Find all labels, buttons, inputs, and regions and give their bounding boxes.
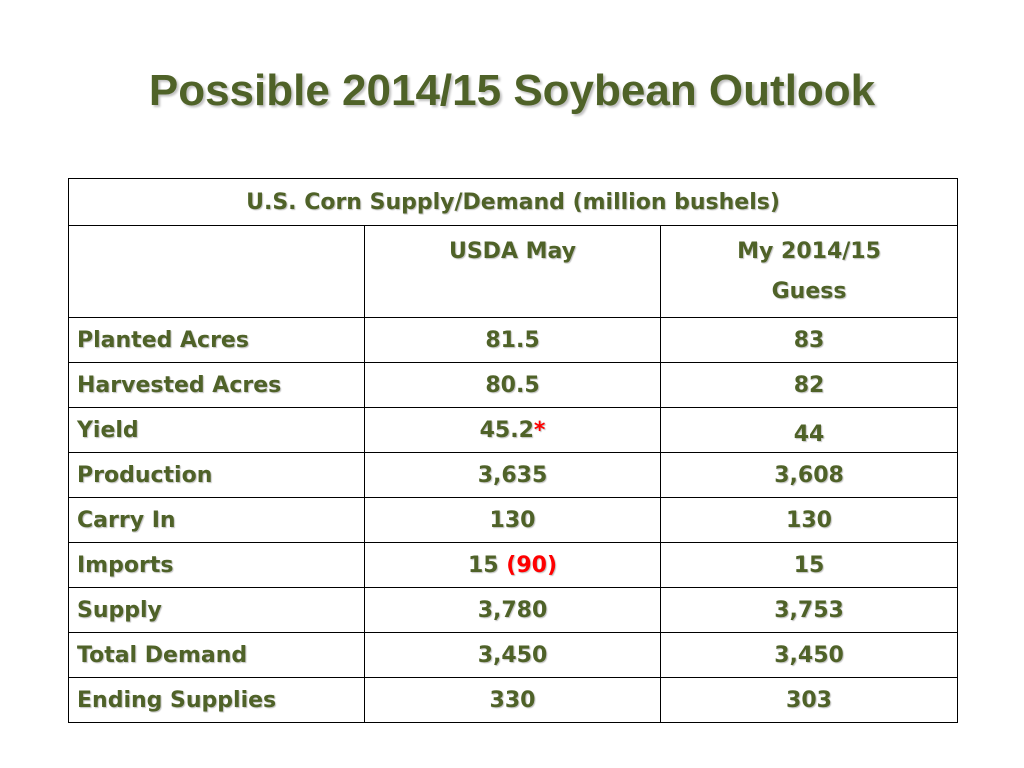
row-label: Planted Acres [68, 317, 365, 363]
supply-demand-table: U.S. Corn Supply/Demand (million bushels… [67, 178, 959, 723]
table-row: Planted Acres 81.5 83 [68, 317, 959, 363]
slide-title: Possible 2014/15 Soybean Outlook [148, 66, 876, 115]
guess-value: 44 [659, 407, 959, 453]
guess-value-ending-supplies: 303 [659, 677, 959, 723]
table-header-row: USDA May My 2014/15 Guess [68, 225, 959, 318]
row-label: Harvested Acres [68, 362, 365, 408]
usda-footnote-asterisk: * [533, 417, 546, 443]
table-row: Production 3,635 3,608 [68, 452, 959, 498]
usda-value: 3,635 [364, 452, 661, 498]
row-label: Ending Supplies [68, 677, 365, 723]
usda-value: 81.5 [364, 317, 661, 363]
usda-value-ending-supplies: 330 [364, 677, 661, 723]
usda-value: 15 [467, 552, 499, 578]
table-row: Ending Supplies 330 303 [68, 677, 959, 723]
header-usda-may: USDA May [364, 225, 661, 318]
row-label: Supply [68, 587, 365, 633]
row-label: Total Demand [68, 632, 365, 678]
table-row: Carry In 130 130 [68, 497, 959, 543]
header-my-guess-text: My 2014/15 Guess [737, 239, 881, 304]
table-row: Supply 3,780 3,753 [68, 587, 959, 633]
usda-value: 45.2 [479, 417, 534, 443]
usda-alt-value: (90) [506, 552, 558, 578]
guess-value: 130 [659, 497, 959, 543]
usda-value-cell: 15 (90) [364, 542, 661, 588]
guess-value: 3,753 [659, 587, 959, 633]
usda-value: 130 [364, 497, 661, 543]
table-row: Total Demand 3,450 3,450 [68, 632, 959, 678]
row-label: Carry In [68, 497, 365, 543]
table-row: Harvested Acres 80.5 82 [68, 362, 959, 408]
usda-value: 80.5 [364, 362, 661, 408]
header-empty [68, 225, 365, 318]
row-label: Imports [68, 542, 365, 588]
row-label: Yield [68, 407, 365, 453]
usda-value: 3,450 [364, 632, 661, 678]
guess-value: 15 [659, 542, 959, 588]
table-caption-row: U.S. Corn Supply/Demand (million bushels… [67, 178, 959, 226]
guess-value: 3,450 [659, 632, 959, 678]
header-my-guess: My 2014/15 Guess [659, 225, 959, 318]
guess-value: 83 [659, 317, 959, 363]
usda-value: 3,780 [364, 587, 661, 633]
table-caption: U.S. Corn Supply/Demand (million bushels… [67, 178, 959, 226]
guess-value: 3,608 [659, 452, 959, 498]
guess-value: 82 [659, 362, 959, 408]
usda-value-cell: 45.2* [364, 407, 661, 453]
table-row: Yield 45.2* 44 [68, 407, 959, 453]
table-row: Imports 15 (90) 15 [68, 542, 959, 588]
row-label: Production [68, 452, 365, 498]
